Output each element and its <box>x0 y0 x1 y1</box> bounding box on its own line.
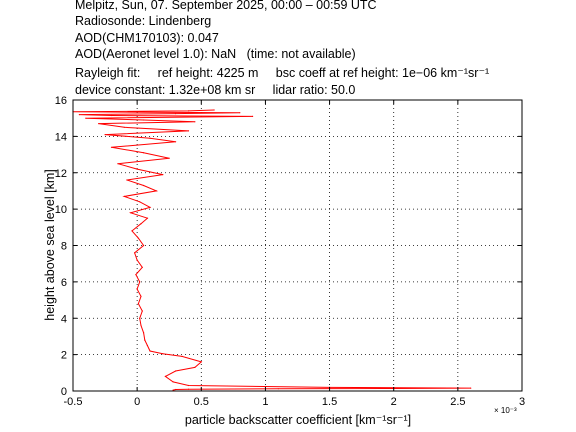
series-point <box>187 130 190 132</box>
y-tick-label: 2 <box>61 350 67 362</box>
series-point <box>144 339 146 341</box>
x-tick-label: -0.5 <box>64 396 83 408</box>
series-point <box>194 366 196 368</box>
series-point <box>164 375 166 377</box>
series-point <box>85 117 87 119</box>
series-point <box>141 266 143 268</box>
title-line-5: Rayleigh fit: ref height: 4225 m bsc coe… <box>75 66 490 80</box>
series-point <box>141 310 143 312</box>
series-point <box>137 303 139 305</box>
title-line-4: AOD(Aeronet level 1.0): NaN (time: not a… <box>75 47 356 61</box>
series-point <box>213 109 215 111</box>
series-point <box>139 201 141 203</box>
series-point <box>200 361 202 363</box>
series-point <box>187 110 190 112</box>
series-point <box>135 274 137 276</box>
series-point <box>175 370 177 372</box>
title-line-2: Radiosonde: Lindenberg <box>75 14 212 28</box>
series-point <box>123 126 125 128</box>
y-tick-label: 0 <box>61 386 67 398</box>
series-point <box>123 195 125 197</box>
series-point <box>143 244 145 247</box>
series-point <box>137 237 139 239</box>
x-tick-label: 2 <box>391 396 397 408</box>
series-point <box>162 353 164 355</box>
series-point <box>175 388 177 391</box>
title-line-1: Melpitz, Sun, 07. September 2025, 00:00 … <box>75 0 377 12</box>
x-tick-label: 3 <box>519 396 525 408</box>
series-point <box>155 190 157 192</box>
series-point <box>136 259 138 261</box>
series-line-group <box>72 109 472 391</box>
series-point <box>110 114 113 117</box>
series-point <box>146 217 148 219</box>
series-point <box>140 324 142 327</box>
series-point <box>146 344 148 347</box>
x-multiplier: × 10⁻³ <box>494 406 517 415</box>
y-tick-label: 8 <box>61 241 67 253</box>
y-tick-label: 6 <box>61 277 67 289</box>
series-point <box>98 123 100 125</box>
y-tick-label: 16 <box>55 95 67 107</box>
series-point <box>149 206 151 208</box>
x-tick-label: 2.5 <box>450 396 465 408</box>
series-point <box>136 288 138 290</box>
series-point <box>139 281 141 283</box>
series-point <box>143 184 145 187</box>
series-point <box>143 332 145 334</box>
x-tick-label: 1 <box>262 396 268 408</box>
series-point <box>168 157 170 159</box>
x-tick-label: 0.5 <box>194 396 209 408</box>
series-point <box>104 134 106 136</box>
series-point <box>175 141 177 143</box>
series-point <box>149 350 151 352</box>
series-point <box>239 112 241 114</box>
series-point <box>126 179 128 181</box>
series-point <box>143 119 145 121</box>
series-point <box>187 388 190 390</box>
series-point <box>131 230 133 232</box>
series-point <box>175 113 177 115</box>
x-axis-label: particle backscatter coefficient [km⁻¹sr… <box>185 413 411 427</box>
series-point <box>162 174 164 176</box>
series-point <box>181 355 183 357</box>
x-tick-label: 0 <box>134 396 140 408</box>
grid <box>73 100 522 391</box>
title-line-3: AOD(CHM170103): 0.047 <box>75 31 219 45</box>
y-axis-label: height above sea level [km] <box>43 169 57 320</box>
series-point <box>143 152 145 154</box>
series-point <box>149 137 151 139</box>
series-line-0 <box>72 109 471 391</box>
series-point <box>172 389 174 391</box>
series-point <box>252 115 254 117</box>
series-point <box>78 114 80 116</box>
series-point <box>277 388 279 390</box>
y-tick-label: 10 <box>55 204 67 216</box>
series-point <box>139 317 141 319</box>
series-point <box>134 252 136 254</box>
y-tick-label: 14 <box>55 131 67 143</box>
series-point <box>136 168 138 170</box>
series-point <box>187 384 190 387</box>
x-tick-label: 1.5 <box>322 396 337 408</box>
series-point <box>172 381 174 383</box>
series-point <box>110 146 113 148</box>
y-tick-label: 12 <box>55 168 67 180</box>
series-point <box>130 212 132 214</box>
y-tick-label: 4 <box>61 313 67 325</box>
series-point <box>470 387 472 389</box>
series-point <box>140 223 142 225</box>
series-point <box>194 121 196 123</box>
series-point <box>140 295 142 297</box>
series-point <box>117 163 119 165</box>
title-line-6: device constant: 1.32e+08 km sr lidar ra… <box>75 83 356 97</box>
